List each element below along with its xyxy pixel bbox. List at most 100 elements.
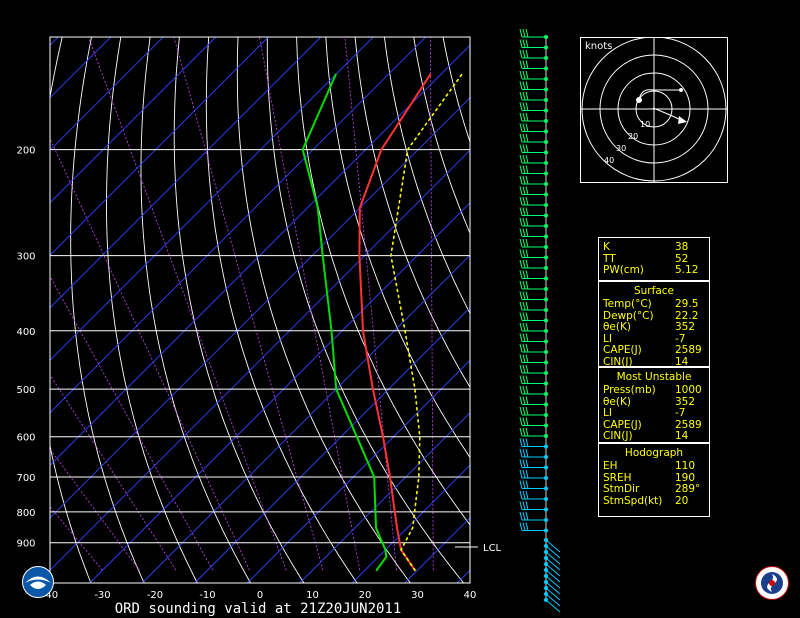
- dry-adiabat: [765, 37, 800, 583]
- isotherm: [246, 359, 470, 583]
- wind-level-dot: [544, 140, 548, 144]
- pressure-tick-label: 900: [16, 539, 35, 550]
- moist-adiabat: [88, 37, 287, 571]
- isotherm: [194, 307, 470, 583]
- wind-barb-flag: [519, 28, 523, 38]
- wind-barb-flag: [522, 343, 526, 353]
- indices-row-label: K: [603, 241, 610, 253]
- wind-barb-flag: [519, 175, 523, 185]
- wind-level-dot: [544, 87, 548, 92]
- wind-barb: [545, 599, 561, 613]
- wind-barb-flag: [519, 249, 523, 258]
- wind-barb-flag: [522, 249, 526, 258]
- hodograph-end-dot: [679, 88, 683, 92]
- wind-barb-flag: [522, 501, 526, 510]
- wind-level-dot: [544, 381, 548, 386]
- wind-barb-flag: [519, 291, 523, 300]
- wind-barb-flag: [525, 417, 529, 426]
- indices-row: Press(mb) 1000: [603, 384, 707, 396]
- wind-barb-flag: [519, 196, 523, 206]
- wind-barb-flag: [519, 70, 523, 80]
- indices-row: LI -7: [603, 333, 707, 345]
- wind-barb-flag: [525, 154, 529, 164]
- wind-barb-flag: [522, 175, 526, 185]
- wind-barb-flag: [522, 280, 526, 290]
- dry-adiabat: [325, 37, 470, 459]
- dry-adiabat: [70, 37, 145, 583]
- wind-barb-flag: [519, 364, 523, 374]
- isotherm: [50, 37, 269, 256]
- wind-barb-flag: [522, 123, 526, 132]
- indices-row-value: -7: [675, 332, 686, 345]
- wind-barb-flag: [522, 270, 526, 279]
- wind-level-dot: [544, 56, 548, 60]
- wind-barb-flag: [519, 186, 523, 195]
- wind-barb-flag: [525, 81, 529, 90]
- indices-row-label: SREH: [603, 471, 632, 484]
- pressure-tick-label: 400: [16, 327, 35, 338]
- indices-row-label: θe(K): [603, 395, 631, 408]
- wind-barb-flag: [525, 385, 529, 395]
- wind-level-dot: [544, 108, 548, 113]
- wind-barb-flag: [519, 480, 523, 489]
- wind-level-dot: [544, 318, 548, 323]
- indices-row-label: Temp(°C): [603, 298, 652, 310]
- dry-adiabat: [140, 37, 251, 583]
- wind-barb-flag: [525, 427, 529, 437]
- isotherm: [50, 149, 470, 571]
- indices-row-value: 2589: [675, 418, 702, 431]
- moist-adiabat: [50, 374, 177, 571]
- sounding-series-2: [390, 73, 463, 572]
- sounding-series-0: [358, 73, 432, 572]
- indices-row-value: 1000: [675, 384, 702, 396]
- wind-level-dot: [544, 276, 548, 281]
- wind-level-dot: [544, 556, 548, 560]
- wind-barb-flag: [522, 322, 526, 332]
- isotherm: [50, 37, 164, 151]
- isotherm: [141, 254, 470, 583]
- wind-level-dot: [544, 339, 548, 344]
- wind-barb-flag: [525, 102, 529, 111]
- indices-row-label: StmDir: [603, 483, 640, 495]
- moist-adiabat: [259, 37, 361, 571]
- wind-level-dot: [544, 434, 548, 438]
- wind-level-dot: [544, 574, 548, 578]
- wind-barb-flag: [525, 249, 529, 258]
- wind-level-dot: [544, 287, 548, 291]
- indices-section-header: Surface: [633, 285, 674, 297]
- wind-barb-flag: [522, 228, 526, 237]
- wind-barb-flag: [522, 469, 526, 479]
- wind-barb-flag: [522, 364, 526, 374]
- wind-barb-flag: [525, 39, 529, 48]
- wind-barb-flag: [525, 280, 529, 290]
- indices-row-label: Dewp(°C): [603, 309, 654, 322]
- wind-barb-flag: [519, 417, 523, 426]
- wind-level-dot: [544, 486, 548, 491]
- wind-barb-flag: [519, 343, 523, 353]
- indices-row-label: LI: [603, 332, 612, 345]
- wind-barb-flag: [522, 291, 526, 300]
- wind-level-dot: [544, 150, 548, 155]
- wind-barb-flag: [525, 522, 529, 531]
- wind-barb: [545, 587, 561, 601]
- wind-barb-flag: [519, 511, 523, 521]
- wind-level-dot: [544, 413, 548, 417]
- wind-barb-flag: [525, 459, 529, 468]
- wind-level-dot: [544, 203, 548, 207]
- wind-barb: [545, 581, 561, 595]
- chart-title: ORD sounding valid at 21Z20JUN2011: [115, 601, 402, 617]
- isotherm: [50, 37, 427, 414]
- wind-barb-flag: [519, 280, 523, 290]
- wind-barb-flag: [519, 165, 523, 174]
- wind-barb-flag: [525, 480, 529, 489]
- wind-barb-flag: [525, 322, 529, 332]
- dry-adiabat: [106, 37, 198, 583]
- wind-barb-flag: [525, 207, 529, 216]
- wind-barb: [545, 569, 561, 583]
- hodograph-units-label: knots: [585, 41, 612, 52]
- wind-barb-flag: [522, 480, 526, 489]
- wind-barb-flag: [522, 385, 526, 395]
- wind-barb-flag: [522, 133, 526, 143]
- wind-barb-flag: [519, 259, 523, 269]
